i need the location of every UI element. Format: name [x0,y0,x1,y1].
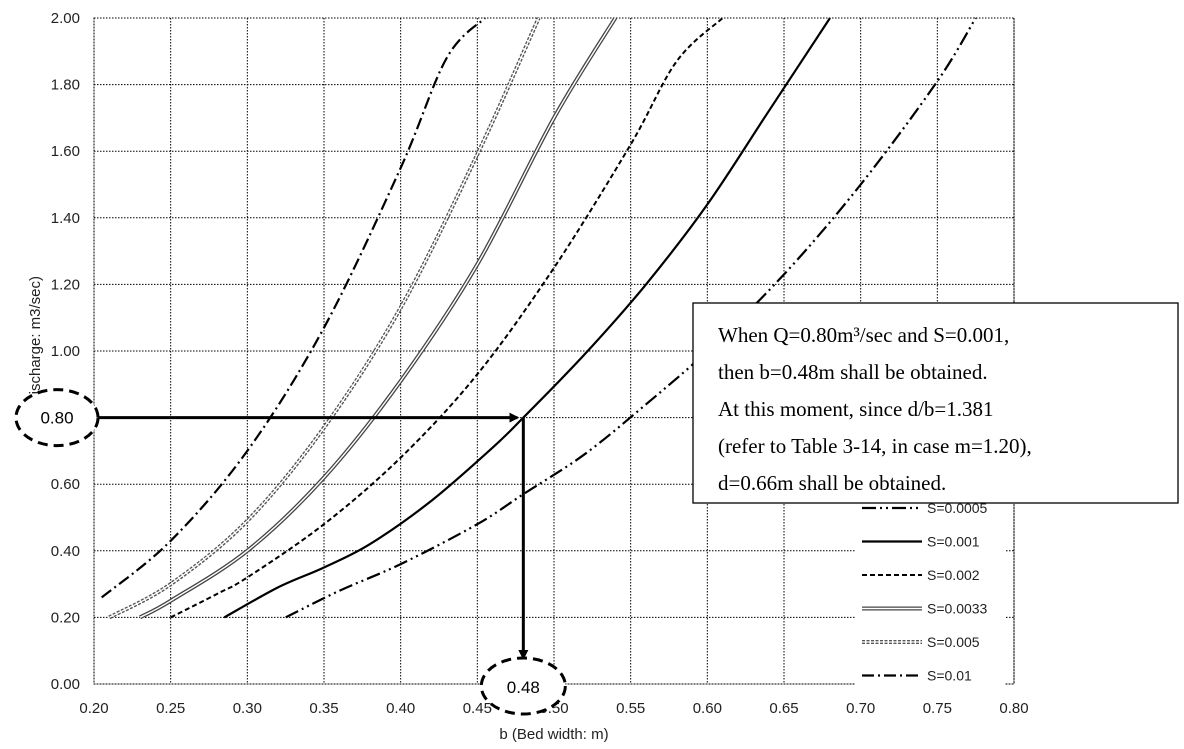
y-tick-label-1-00: 1.00 [51,343,80,360]
legend-item-s-0-0005: S=0.0005 [862,500,988,516]
series-s-0-01 [101,17,486,599]
legend-item-s-0-002: S=0.002 [862,567,980,583]
y-value-label: 0.80 [40,409,73,428]
legend-label-s-0-001: S=0.001 [927,534,980,550]
note-box-frame [692,302,1179,504]
y-tick-label-1-60: 1.60 [51,143,80,160]
y-tick-label-0-60: 0.60 [51,476,80,493]
x-tick-label-0-30: 0.30 [233,700,262,717]
note-line-4: (refer to Table 3-14, in case m=1.20), [718,434,1032,458]
y-value-highlight [14,388,100,448]
series-s-0-0005 [285,17,977,619]
x-tick-label-0-20: 0.20 [79,700,108,717]
annotation-layer: 0.80 0.48 [14,388,567,716]
x-tick-label-0-70: 0.70 [846,700,875,717]
legend-item-s-0-01: S=0.01 [862,668,972,684]
legend: S=0.0005 S=0.001 S=0.002 S=0.0033 S=0.005 S=0… [855,478,1005,688]
legend-label-s-0-002: S=0.002 [927,567,980,583]
x-tick-label-0-75: 0.75 [923,700,952,717]
y-tick-label-1-20: 1.20 [51,276,80,293]
legend-label-s-0-005: S=0.005 [927,634,980,650]
series-line-s-0-002 [170,17,724,619]
x-tick-label-0-40: 0.40 [386,700,415,717]
y-tick-label-1-80: 1.80 [51,77,80,94]
x-tick-label-0-80: 0.80 [999,700,1028,717]
note-line-2: then b=0.48m shall be obtained. [718,360,988,384]
y-tick-label-0-40: 0.40 [51,543,80,560]
note-box: When Q=0.80m³/sec and S=0.001, then b=0.4… [692,302,1179,504]
legend-item-s-0-005: S=0.005 [862,634,980,650]
y-tick-label-0-00: 0.00 [51,676,80,693]
note-line-1: When Q=0.80m³/sec and S=0.001, [718,323,1009,347]
x-value-label: 0.48 [507,678,540,697]
y-tick-label-0-20: 0.20 [51,609,80,626]
note-line-3: At this moment, since d/b=1.381 [718,397,994,421]
series-s-0-005 [108,17,541,620]
y-axis-label: Q (Discharge: m3/sec) [27,276,44,426]
x-tick-label-0-25: 0.25 [156,700,185,717]
series-line-s-0-01 [101,17,486,599]
legend-item-s-0-001: S=0.001 [862,534,980,550]
series-s-0-002 [170,17,724,619]
x-tick-label-0-65: 0.65 [769,700,798,717]
series-line-s-0-0005 [285,17,977,619]
series-line-s-0-005-inner [108,17,540,618]
legend-item-s-0-0033: S=0.0033 [862,601,988,617]
y-tick-label-1-40: 1.40 [51,210,80,227]
legend-label-s-0-0033: S=0.0033 [927,601,988,617]
series-s-0-0033 [139,16,618,620]
x-tick-label-0-45: 0.45 [463,700,492,717]
legend-background [855,478,1005,688]
series-layer [101,16,977,620]
note-line-5: d=0.66m shall be obtained. [718,471,946,495]
series-line-s-0-0033-inner [139,17,616,619]
x-tick-label-0-60: 0.60 [693,700,722,717]
x-axis-label: b (Bed width: m) [499,726,608,743]
x-tick-label-0-35: 0.35 [309,700,338,717]
x-value-highlight [479,656,567,716]
y-tick-label-2-00: 2.00 [51,10,80,27]
legend-label-s-0-01: S=0.01 [927,668,972,684]
x-tick-label-0-55: 0.55 [616,700,645,717]
legend-label-s-0-0005: S=0.0005 [927,500,988,516]
